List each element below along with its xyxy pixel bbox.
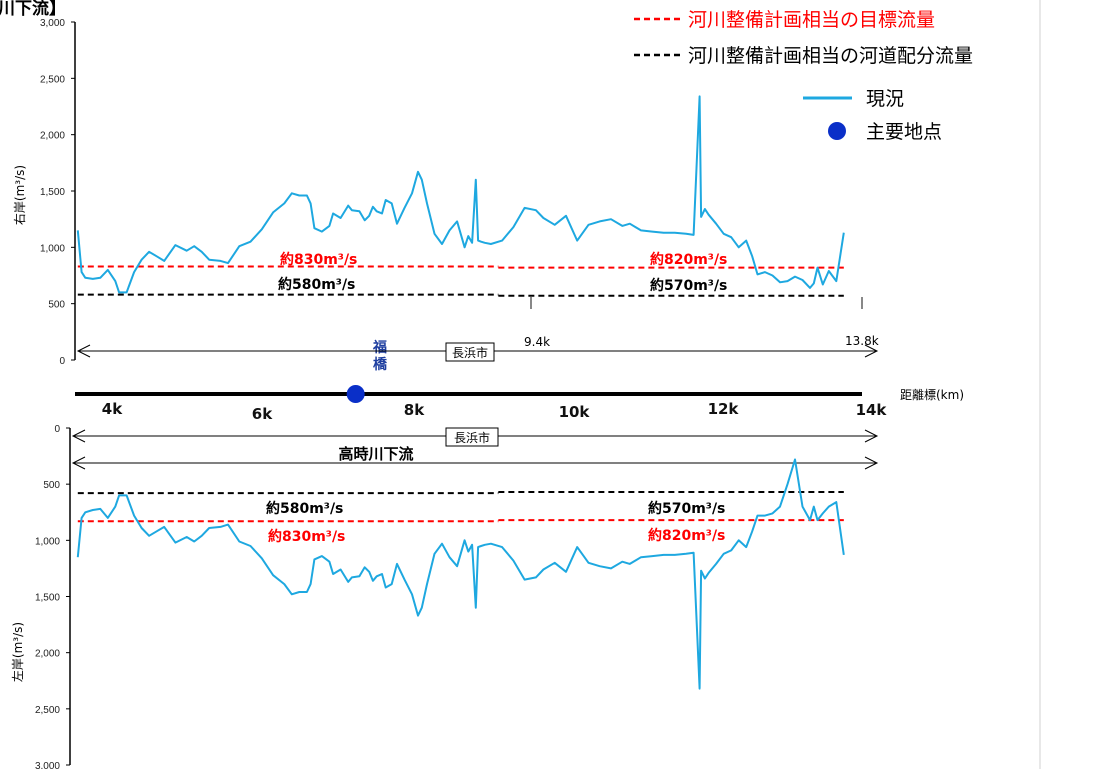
channel-label-bottom-580: 約580m³/s [266,500,343,517]
legend-target-label: 河川整備計画相当の目標流量 [688,9,935,31]
legend: 河川整備計画相当の目標流量 河川整備計画相当の河道配分流量 現況 主要地点 [634,9,973,143]
channel-label-top-570: 約570m³/s [650,277,727,294]
km-label-12k: 12k [708,400,740,418]
km-marker-13-8k: 13.8k [845,334,879,348]
legend-current-label: 現況 [866,88,904,110]
km-marker-9-4k: 9.4k [524,335,550,349]
right-bank-y-tick-label: 1,000 [40,243,65,254]
chart-title-fragment: 川下流】 [0,0,66,19]
main-point-marker [346,385,365,403]
legend-point-marker [828,122,846,140]
right-bank-y-tick-label: 2,000 [40,131,65,142]
target-label-top-820: 約820m³/s [650,251,727,268]
legend-point-label: 主要地点 [866,121,942,143]
left-bank-y-tick-label: 0 [54,424,60,435]
channel-label-bottom-570: 約570m³/s [648,500,725,517]
km-label-8k: 8k [404,401,425,419]
left-bank-axis-label: 左岸(m³/s) [10,622,25,682]
right-bank-axis-label: 右岸(m³/s) [12,165,27,225]
km-label-14k: 14k [856,401,888,419]
right-bank-y-tick-label: 500 [48,300,65,311]
target-label-bottom-820: 約820m³/s [648,527,725,544]
right-bank-y-tick-label: 0 [59,356,65,367]
km-label-6k: 6k [252,405,273,423]
km-label-4k: 4k [102,400,123,418]
left-bank-y-tick-label: 2,500 [35,705,60,716]
left-bank-y-tick-label: 3,000 [35,761,60,769]
city-box-bottom [445,427,499,447]
city-label-bottom: 長浜市 [454,430,490,445]
left-bank-y-tick-label: 2,000 [35,649,60,660]
reach-label: 高時川下流 [338,445,413,463]
reach-span [71,456,879,470]
right-bank-y-tick-label: 2,500 [40,74,65,85]
left-bank-y-tick-label: 1,000 [35,536,60,547]
channel-label-top-580: 約580m³/s [278,276,355,293]
target-label-bottom-830: 約830m³/s [268,528,345,545]
city-label-top: 長浜市 [452,345,488,360]
target-label-top-830: 約830m³/s [280,251,357,268]
distance-axis-label: 距離標(km) [900,388,964,402]
km-label-10k: 10k [559,403,591,421]
legend-channel-label: 河川整備計画相当の河道配分流量 [688,45,973,67]
main-point-label-2: 橋 [373,356,388,373]
current-capacity-line-left-bank [76,458,845,690]
main-point-label-1: 福 [372,339,387,356]
left-bank-y-tick-label: 500 [43,480,60,491]
right-bank-y-ticks: 0 500 1,000 1,500 2,000 2,500 3,000 [40,18,75,367]
right-bank-y-tick-label: 1,500 [40,187,65,198]
left-bank-y-ticks: 0 500 1,000 1,500 2,000 2,500 3,000 [35,424,70,769]
right-bank-y-tick-label: 3,000 [40,18,65,29]
current-capacity-line-right-bank [76,95,845,294]
city-box-top [445,342,495,362]
left-bank-y-tick-label: 1,500 [35,593,60,604]
